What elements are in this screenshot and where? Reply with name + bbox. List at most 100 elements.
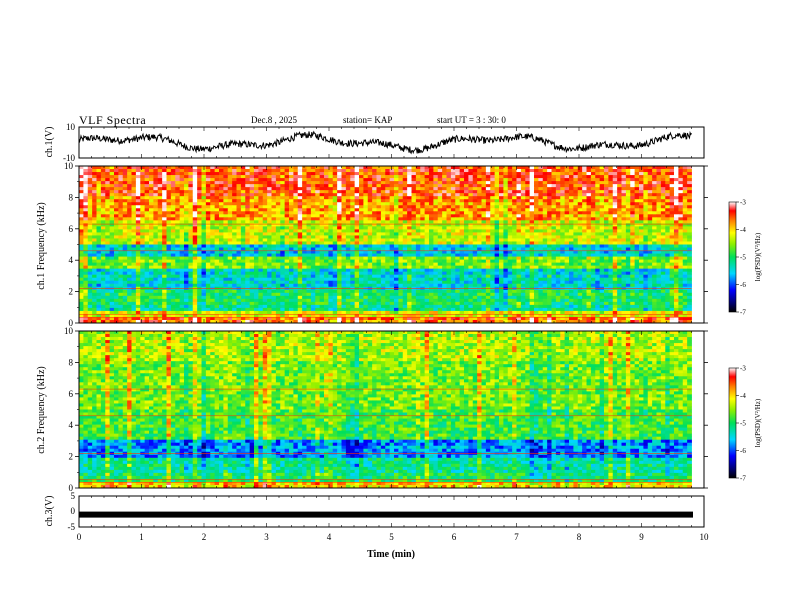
spectrogram-cell [144, 184, 150, 188]
spectrogram-cell [83, 268, 89, 273]
spectrogram-cell [547, 253, 552, 257]
spectrogram-cell [293, 250, 299, 254]
spectrogram-cell [166, 181, 172, 185]
spectrogram-cell [201, 226, 207, 230]
spectrogram-cell [367, 226, 373, 230]
spectrogram-cell [354, 184, 360, 188]
spectrogram-cell [170, 190, 176, 194]
spectrogram-cell [586, 184, 592, 188]
spectrogram-cell [612, 202, 618, 206]
spectrogram-cell [135, 229, 141, 233]
spectrogram-cell [297, 220, 303, 224]
spectrogram-cell [608, 256, 614, 260]
spectrogram-cell [481, 181, 487, 185]
spectrogram-cell [372, 205, 377, 209]
spectrogram-cell [450, 253, 456, 257]
spectrogram-cell [201, 232, 207, 236]
spectrogram-cell [656, 235, 662, 239]
spectrogram-cell [184, 202, 189, 206]
spectrogram-cell [621, 244, 627, 248]
spectrogram-cell [485, 199, 491, 203]
spectrogram-cell [678, 238, 684, 242]
spectrogram-cell [324, 226, 329, 230]
spectrogram-cell [275, 253, 281, 257]
spectrogram-cell [319, 178, 325, 182]
spectrogram-cell [175, 190, 181, 194]
spectrogram-cell [302, 250, 307, 254]
spectrogram-cell [223, 217, 229, 221]
spectrogram-cell [643, 211, 649, 215]
spectrogram-cell [219, 220, 224, 224]
spectrogram-cell [516, 202, 522, 206]
spectrogram-cell [507, 193, 513, 197]
spectrogram-cell [92, 238, 97, 242]
spectrogram-cell [442, 256, 447, 260]
spectrogram-cell [534, 175, 539, 179]
spectrogram-cell [560, 196, 566, 200]
spectrogram-cell [569, 262, 574, 267]
spectrogram-cell [87, 211, 93, 215]
spectrogram-cell [617, 199, 622, 203]
spectrogram-cell [376, 238, 382, 242]
spectrogram-cell [407, 244, 412, 248]
spectrogram-cell [127, 169, 132, 173]
spectrogram-cell [402, 235, 408, 239]
spectrogram-cell [660, 238, 666, 242]
spectrogram-cell [306, 262, 312, 267]
spectrogram-cell [678, 187, 684, 191]
spectrogram-cell [310, 208, 316, 212]
spectrogram-cell [634, 220, 640, 224]
spectrogram-cell [630, 211, 636, 215]
spectrogram-cell [100, 205, 106, 209]
spectrogram-cell [459, 193, 465, 197]
spectrogram-cell [634, 232, 640, 236]
spectrogram-cell [297, 166, 303, 170]
spectrogram-cell [170, 244, 176, 248]
spectrogram-cell [433, 208, 439, 212]
spectrogram-cell [459, 247, 465, 251]
spectrogram-cell [271, 256, 277, 260]
spectrogram-cell [214, 223, 220, 227]
spectrogram-cell [118, 262, 124, 267]
spectrogram-cell [490, 256, 496, 260]
spectrogram-cell [429, 232, 434, 236]
spectrogram-cell [131, 208, 137, 212]
spectrogram-cell [289, 253, 294, 257]
spectrogram-cell [538, 208, 544, 212]
spectrogram-cell [280, 172, 286, 176]
spectrogram-cell [433, 235, 439, 239]
spectrogram-cell [245, 247, 251, 251]
spectrogram-cell [433, 238, 439, 242]
spectrogram-cell [114, 193, 119, 197]
spectrogram-cell [214, 268, 220, 273]
spectrogram-cell [573, 190, 579, 194]
spectrogram-cell [669, 169, 675, 173]
spectrogram-cell [538, 169, 544, 173]
spectrogram-cell [429, 265, 434, 270]
spectrogram-cell [538, 187, 544, 191]
spectrogram-cell [538, 241, 544, 245]
spectrogram-cell [79, 217, 84, 221]
spectrogram-cell [643, 169, 649, 173]
spectrogram-cell [135, 211, 141, 215]
spectrogram-cell [100, 187, 106, 191]
spectrogram-cell [310, 259, 316, 264]
spectrogram-cell [114, 232, 119, 236]
spectrogram-cell [411, 178, 417, 182]
spectrogram-cell [494, 178, 500, 182]
spectrogram-cell [267, 241, 272, 245]
spectrogram-cell [647, 169, 653, 173]
spectrogram-cell [105, 175, 111, 179]
spectrogram-cell [520, 211, 526, 215]
spectrogram-cell [617, 253, 622, 257]
spectrogram-cell [350, 265, 356, 270]
spectrogram-cell [297, 223, 303, 227]
spectrogram-cell [682, 211, 688, 215]
spectrogram-cell [297, 235, 303, 239]
spectrogram-cell [665, 259, 671, 264]
spectrogram-cell [192, 238, 198, 242]
spectrogram-cell [219, 172, 224, 176]
spectrogram-cell [455, 229, 461, 233]
spectrogram-cell [407, 229, 412, 233]
spectrogram-cell [481, 172, 487, 176]
